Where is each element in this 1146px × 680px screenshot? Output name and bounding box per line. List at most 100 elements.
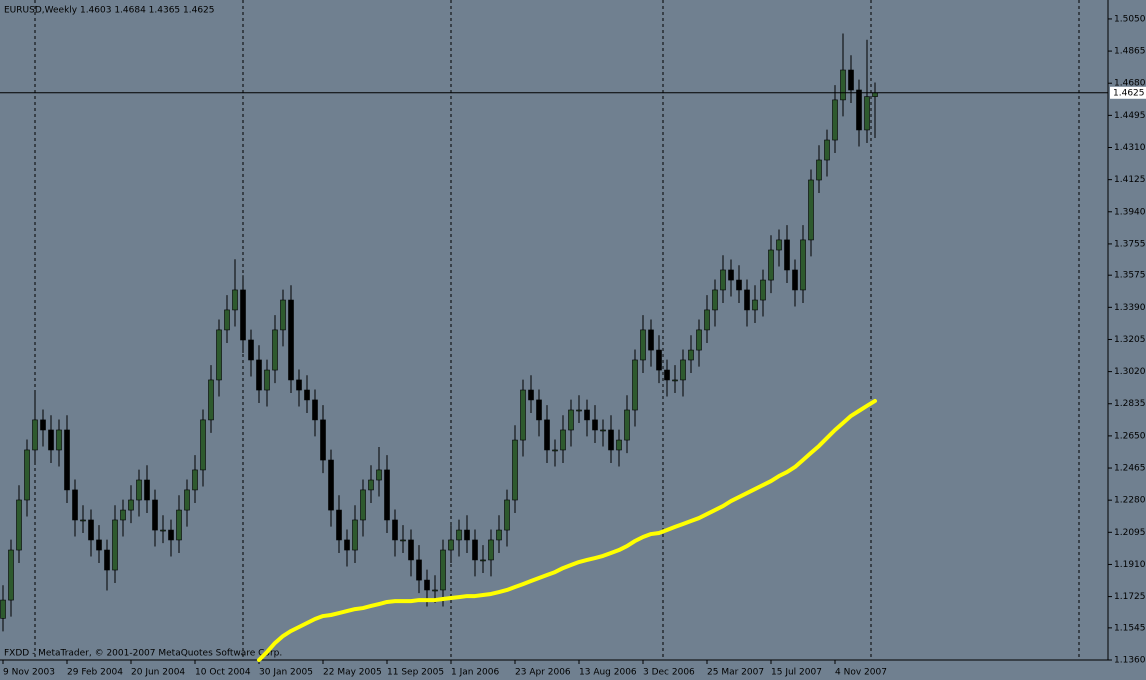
candle-body <box>376 469 382 481</box>
y-tick-label: 1.2465 <box>1114 464 1146 474</box>
candle-body <box>600 429 606 432</box>
candle-body <box>16 499 22 551</box>
candle-body <box>168 529 174 541</box>
candle-body <box>264 369 270 391</box>
candle-body <box>456 529 462 541</box>
y-tick-label: 1.4865 <box>1114 47 1146 57</box>
y-tick-label: 1.3020 <box>1114 367 1146 377</box>
x-tick-label: 13 Aug 2006 <box>579 668 637 678</box>
candle-body <box>744 289 750 311</box>
x-tick-label: 10 Oct 2004 <box>195 668 251 678</box>
candle-body <box>536 399 542 421</box>
candle-body <box>432 589 438 592</box>
candle-body <box>40 419 46 431</box>
candle-body <box>8 549 14 601</box>
candle-body <box>160 529 166 532</box>
candle-body <box>560 429 566 451</box>
candle-body <box>224 309 230 331</box>
candle-body <box>72 489 78 521</box>
candle-body <box>384 469 390 521</box>
candle-body <box>776 239 782 251</box>
candle-body <box>792 269 798 291</box>
candle-body <box>800 239 806 291</box>
candle-body <box>512 439 518 501</box>
y-tick-label: 1.2650 <box>1114 431 1146 441</box>
y-tick-label: 1.1725 <box>1114 592 1146 602</box>
candle-body <box>592 419 598 431</box>
moving-average <box>257 398 877 662</box>
price-label: 1.4625 <box>1113 88 1145 98</box>
candle-body <box>696 329 702 351</box>
candle-body <box>328 459 334 511</box>
candle-body <box>752 299 758 311</box>
candle-body <box>232 289 238 311</box>
candle-body <box>816 159 822 181</box>
candle-body <box>104 549 110 571</box>
x-tick-label: 9 Nov 2003 <box>3 668 55 678</box>
y-tick-label: 1.3755 <box>1114 239 1146 249</box>
candle-body <box>120 509 126 521</box>
x-tick-label: 25 Mar 2007 <box>707 668 764 678</box>
candle-body <box>416 559 422 581</box>
candle-body <box>488 539 494 561</box>
candle-body <box>832 99 838 141</box>
candle-body <box>64 429 70 491</box>
candle-body <box>272 329 278 371</box>
candle-body <box>864 96 870 131</box>
candle-body <box>632 359 638 411</box>
candle-body <box>736 279 742 291</box>
candle-body <box>176 509 182 541</box>
x-tick-label: 4 Nov 2007 <box>835 668 887 678</box>
candle-body <box>0 599 6 619</box>
candle-body <box>192 469 198 491</box>
candle-body <box>728 269 734 281</box>
x-tick-label: 23 Apr 2006 <box>515 668 571 678</box>
candle-body <box>448 539 454 551</box>
candle-body <box>688 349 694 361</box>
y-tick-label: 1.1545 <box>1114 623 1146 633</box>
candle-body <box>24 449 30 501</box>
candle-body <box>88 519 94 541</box>
candle-body <box>840 69 846 101</box>
candle-body <box>672 379 678 382</box>
x-tick-label: 1 Jan 2006 <box>451 668 499 678</box>
y-tick-label: 1.4125 <box>1114 175 1146 185</box>
candle-body <box>296 379 302 391</box>
x-tick-label: 29 Feb 2004 <box>67 668 123 678</box>
y-tick-label: 1.3205 <box>1114 335 1146 345</box>
candle-body <box>520 389 526 441</box>
candle-body <box>352 519 358 551</box>
footer: FXDD - MetaTrader, © 2001-2007 MetaQuote… <box>4 649 282 659</box>
candle-body <box>616 439 622 451</box>
y-tick-label: 1.2095 <box>1114 528 1146 538</box>
candle-body <box>368 479 374 491</box>
y-tick-label: 1.4310 <box>1114 143 1146 153</box>
candle-body <box>256 359 262 391</box>
candle-body <box>408 539 414 561</box>
candle-body <box>312 399 318 421</box>
y-tick-label: 1.3390 <box>1114 303 1146 313</box>
candle-body <box>608 429 614 451</box>
candle-body <box>400 539 406 542</box>
y-tick-label: 1.3575 <box>1114 271 1146 281</box>
candle-body <box>712 289 718 311</box>
candle-body <box>528 389 534 401</box>
candle-body <box>344 539 350 551</box>
candle-body <box>568 409 574 431</box>
candle-body <box>760 279 766 301</box>
candle-body <box>656 349 662 371</box>
candle-body <box>544 419 550 451</box>
chart-title: EURUSD,Weekly 1.4603 1.4684 1.4365 1.462… <box>4 6 215 16</box>
candle-body <box>360 489 366 521</box>
candle-body <box>856 89 862 131</box>
candle-body <box>872 92 878 97</box>
y-tick-label: 1.1360 <box>1114 656 1146 666</box>
y-tick-label: 1.2835 <box>1114 399 1146 409</box>
y-tick-label: 1.4495 <box>1114 111 1146 121</box>
x-tick-label: 22 May 2005 <box>323 668 382 678</box>
candle-body <box>32 419 38 451</box>
candle-body <box>552 449 558 452</box>
candle-body <box>320 419 326 461</box>
